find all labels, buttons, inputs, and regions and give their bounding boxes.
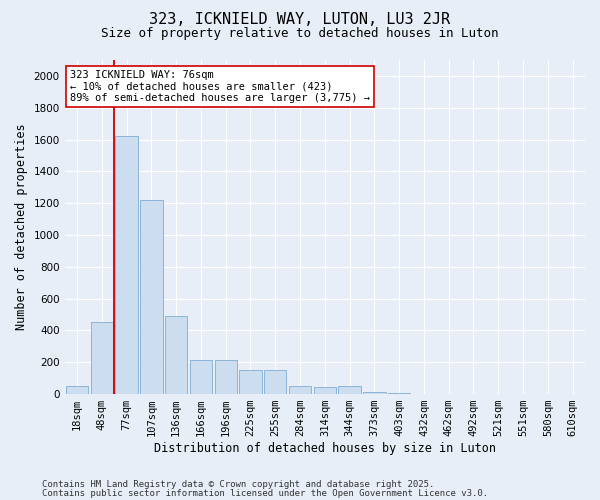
Bar bbox=[264, 370, 286, 394]
Bar bbox=[140, 200, 163, 394]
Bar bbox=[289, 386, 311, 394]
Bar bbox=[314, 387, 336, 394]
Bar bbox=[239, 370, 262, 394]
Text: Size of property relative to detached houses in Luton: Size of property relative to detached ho… bbox=[101, 28, 499, 40]
Bar bbox=[363, 392, 386, 394]
X-axis label: Distribution of detached houses by size in Luton: Distribution of detached houses by size … bbox=[154, 442, 496, 455]
Text: Contains HM Land Registry data © Crown copyright and database right 2025.: Contains HM Land Registry data © Crown c… bbox=[42, 480, 434, 489]
Bar bbox=[91, 322, 113, 394]
Bar bbox=[215, 360, 237, 394]
Text: 323 ICKNIELD WAY: 76sqm
← 10% of detached houses are smaller (423)
89% of semi-d: 323 ICKNIELD WAY: 76sqm ← 10% of detache… bbox=[70, 70, 370, 103]
Y-axis label: Number of detached properties: Number of detached properties bbox=[15, 124, 28, 330]
Bar bbox=[115, 136, 138, 394]
Bar bbox=[66, 386, 88, 394]
Text: 323, ICKNIELD WAY, LUTON, LU3 2JR: 323, ICKNIELD WAY, LUTON, LU3 2JR bbox=[149, 12, 451, 28]
Bar bbox=[338, 386, 361, 394]
Bar bbox=[190, 360, 212, 394]
Bar bbox=[165, 316, 187, 394]
Text: Contains public sector information licensed under the Open Government Licence v3: Contains public sector information licen… bbox=[42, 489, 488, 498]
